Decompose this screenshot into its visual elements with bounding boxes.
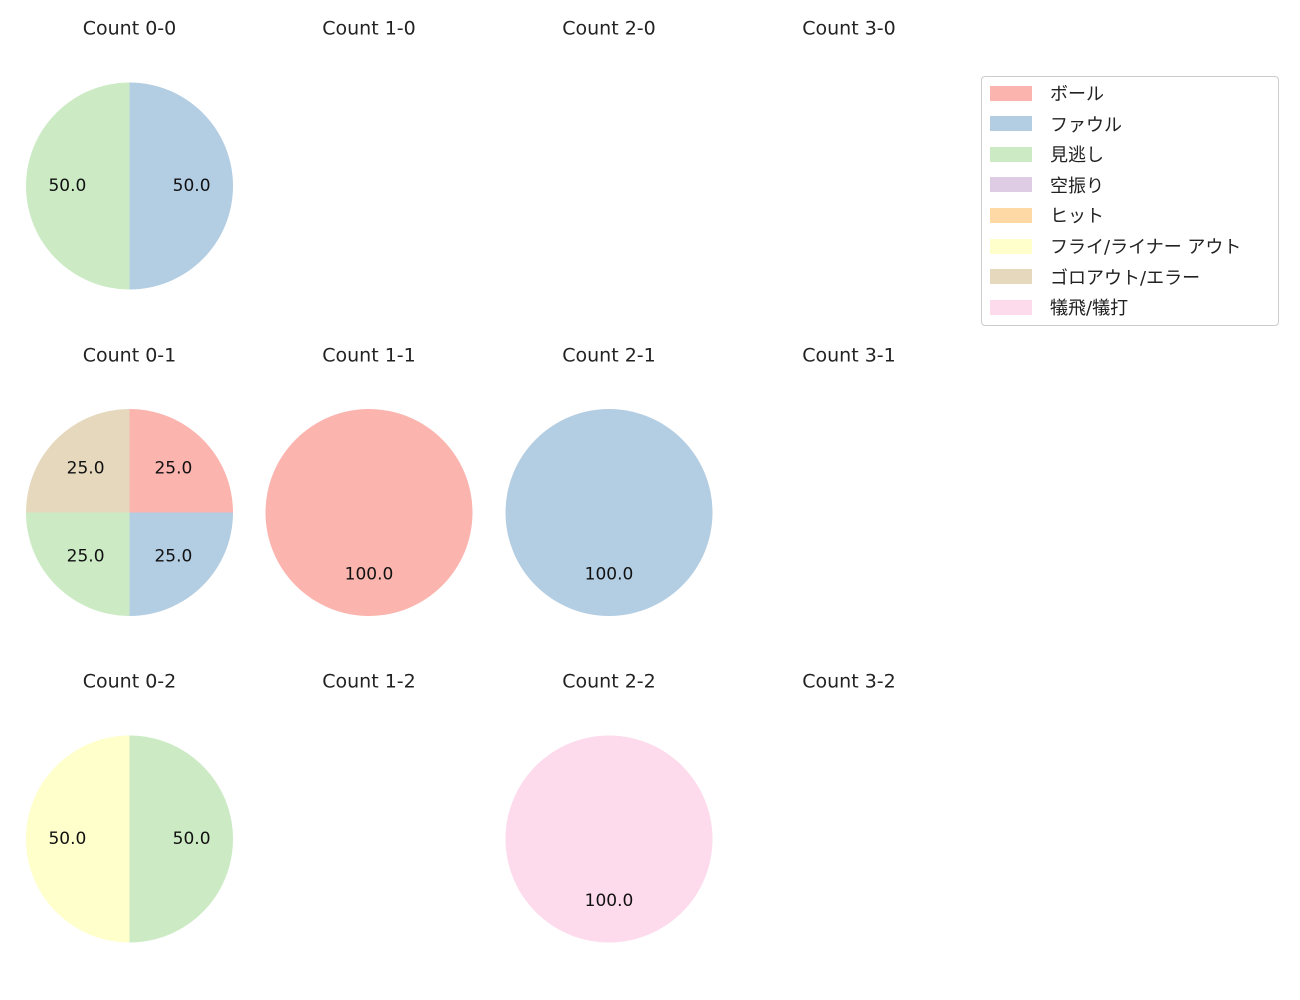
pie-title: Count 1-0	[322, 18, 416, 40]
pie-slice	[129, 409, 233, 513]
legend-swatch	[990, 269, 1032, 285]
pie-chart: Count 0-1 25.0 25.0 25.0 25.0	[26, 345, 233, 616]
pie-slice	[265, 409, 473, 616]
pie-chart: Count 3-2	[802, 671, 896, 693]
pie-data-label: 50.0	[48, 176, 86, 196]
pie-slice	[129, 82, 234, 290]
pie-chart: Count 0-2 50.0 50.0	[25, 671, 234, 943]
legend-label: ボール	[1050, 84, 1104, 105]
legend-swatch	[990, 238, 1032, 254]
pie-chart: Count 3-0	[802, 18, 896, 40]
legend-swatch	[990, 116, 1032, 132]
pie-chart: Count 1-2	[322, 671, 416, 693]
pie-title: Count 3-0	[802, 18, 896, 40]
pie-data-label: 50.0	[173, 176, 211, 196]
legend-item: 空振り	[990, 173, 1104, 197]
pie-title: Count 0-1	[83, 345, 177, 367]
legend-label: 空振り	[1050, 175, 1104, 197]
legend-label: フライ/ライナー アウト	[1050, 237, 1242, 258]
legend-item: フライ/ライナー アウト	[990, 234, 1241, 258]
legend: ボールファウル見逃し空振りヒットフライ/ライナー アウト ゴロアウト/エラー 犠飛/…	[981, 76, 1279, 326]
pie-chart: Count 0-0 50.0 50.0	[25, 18, 234, 290]
pie-data-label: 25.0	[154, 459, 192, 479]
legend-item: ゴロアウト/エラー	[990, 265, 1200, 289]
legend-label: ファウル	[1050, 114, 1122, 136]
pie-title: Count 3-1	[802, 345, 896, 367]
pie-title: Count 2-0	[562, 18, 656, 40]
pie-data-label: 25.0	[154, 546, 192, 566]
legend-item: ファウル	[990, 112, 1122, 136]
pie-data-label: 100.0	[585, 891, 634, 911]
pie-data-label: 100.0	[345, 565, 394, 585]
pie-slice	[129, 735, 234, 943]
pie-slice	[26, 409, 130, 513]
pie-title: Count 0-2	[83, 671, 177, 693]
pie-chart: Count 1-0	[322, 18, 416, 40]
legend-item: 見逃し	[990, 142, 1104, 166]
legend-swatch	[990, 85, 1032, 101]
legend-swatch	[990, 177, 1032, 193]
pie-title: Count 0-0	[83, 18, 177, 40]
pie-title: Count 1-1	[322, 345, 416, 367]
pie-slice	[505, 409, 713, 616]
pie-slice	[505, 735, 713, 943]
pie-title: Count 2-1	[562, 345, 656, 367]
legend-item: 犠飛/犠打	[990, 295, 1128, 319]
legend-swatch	[990, 146, 1032, 162]
pie-chart: Count 2-1 100.0	[505, 345, 713, 616]
pie-data-label: 25.0	[67, 459, 105, 479]
pie-title: Count 1-2	[322, 671, 416, 693]
pie-slice	[25, 82, 130, 290]
legend-swatch	[990, 299, 1032, 315]
legend-label: ゴロアウト/エラー	[1050, 267, 1201, 289]
legend-swatch	[990, 207, 1032, 223]
legend-label: 犠飛/犠打	[1050, 298, 1129, 320]
pie-data-label: 50.0	[173, 829, 211, 849]
pie-slice	[129, 512, 233, 616]
legend-label: 見逃し	[1050, 145, 1104, 167]
pie-slice	[25, 735, 130, 943]
pie-chart: Count 2-2 100.0	[505, 671, 713, 943]
pie-title: Count 2-2	[562, 671, 656, 693]
pie-title: Count 3-2	[802, 671, 896, 693]
pie-chart: Count 2-0	[562, 18, 656, 40]
pie-chart: Count 1-1 100.0	[265, 345, 473, 616]
legend-item: ヒット	[990, 203, 1104, 227]
legend-item: ボール	[990, 81, 1104, 105]
pie-data-label: 50.0	[48, 829, 86, 849]
pie-data-label: 100.0	[585, 565, 634, 585]
legend-label: ヒット	[1050, 206, 1104, 228]
pie-slice	[26, 512, 130, 616]
pie-chart: Count 3-1	[802, 345, 896, 367]
pie-data-label: 25.0	[67, 546, 105, 566]
